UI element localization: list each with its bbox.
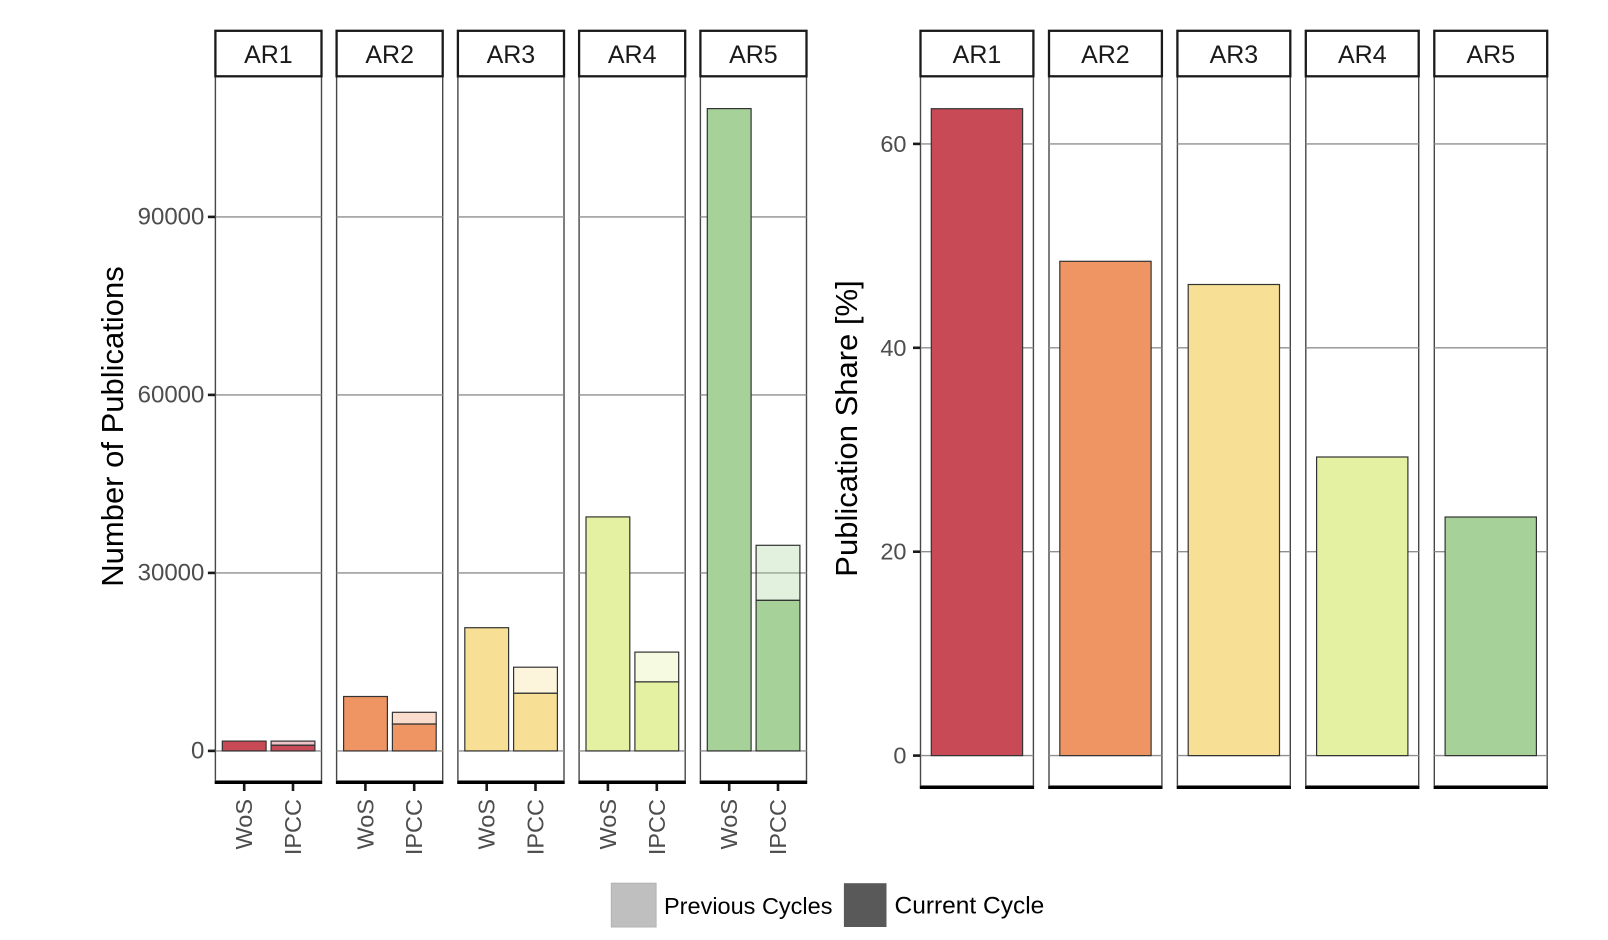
- svg-text:IPCC: IPCC: [644, 799, 670, 855]
- svg-text:Previous Cycles: Previous Cycles: [664, 893, 832, 919]
- svg-text:90000: 90000: [138, 203, 205, 230]
- svg-text:AR1: AR1: [244, 41, 293, 69]
- svg-text:AR3: AR3: [487, 41, 536, 69]
- svg-text:AR5: AR5: [1466, 41, 1515, 69]
- svg-text:AR5: AR5: [729, 41, 778, 69]
- svg-text:Current Cycle: Current Cycle: [895, 892, 1045, 919]
- svg-text:AR3: AR3: [1210, 41, 1259, 69]
- svg-text:AR4: AR4: [1338, 41, 1387, 69]
- svg-text:WoS: WoS: [231, 799, 257, 850]
- svg-text:IPCC: IPCC: [523, 799, 549, 855]
- svg-text:0: 0: [191, 737, 204, 764]
- svg-text:IPCC: IPCC: [401, 799, 427, 855]
- svg-text:60000: 60000: [138, 381, 205, 408]
- svg-text:30000: 30000: [138, 559, 205, 586]
- svg-text:WoS: WoS: [352, 799, 378, 850]
- svg-text:WoS: WoS: [595, 799, 621, 850]
- svg-text:Publication Share [%]: Publication Share [%]: [829, 280, 864, 576]
- svg-text:AR1: AR1: [953, 41, 1002, 69]
- svg-text:AR2: AR2: [365, 41, 414, 69]
- svg-text:AR2: AR2: [1081, 41, 1130, 69]
- svg-text:IPCC: IPCC: [280, 799, 306, 855]
- svg-text:40: 40: [880, 335, 906, 361]
- svg-text:AR4: AR4: [608, 41, 657, 69]
- svg-text:WoS: WoS: [474, 799, 500, 850]
- svg-text:Number of Publications: Number of Publications: [95, 266, 130, 587]
- svg-text:20: 20: [880, 539, 906, 565]
- svg-text:WoS: WoS: [716, 799, 742, 850]
- svg-text:60: 60: [880, 131, 906, 157]
- svg-text:0: 0: [893, 743, 906, 769]
- svg-text:IPCC: IPCC: [765, 799, 791, 855]
